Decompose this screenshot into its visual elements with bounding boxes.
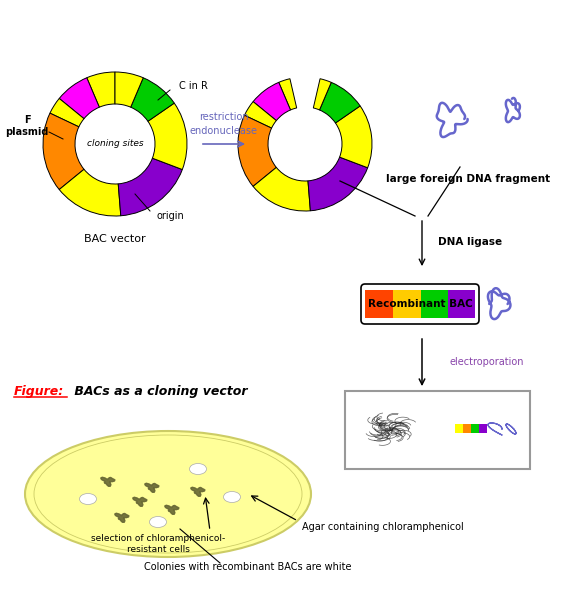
Wedge shape xyxy=(308,157,368,211)
Text: BAC vector: BAC vector xyxy=(84,234,146,244)
Wedge shape xyxy=(59,170,121,216)
Ellipse shape xyxy=(189,464,206,474)
Bar xyxy=(365,290,393,318)
Wedge shape xyxy=(244,102,276,128)
Wedge shape xyxy=(238,115,276,186)
Wedge shape xyxy=(253,82,290,120)
Wedge shape xyxy=(50,98,84,127)
Bar xyxy=(421,290,448,318)
Wedge shape xyxy=(148,103,187,170)
Wedge shape xyxy=(87,72,115,107)
Wedge shape xyxy=(319,82,360,123)
Polygon shape xyxy=(115,513,129,522)
Polygon shape xyxy=(165,506,179,515)
Polygon shape xyxy=(145,483,159,492)
Bar xyxy=(393,290,421,318)
Text: DNA ligase: DNA ligase xyxy=(438,237,502,247)
Polygon shape xyxy=(101,477,115,486)
Text: Figure:: Figure: xyxy=(14,385,64,398)
Bar xyxy=(479,424,487,433)
Text: cloning sites: cloning sites xyxy=(87,140,143,149)
Ellipse shape xyxy=(149,516,167,528)
Bar xyxy=(345,391,530,469)
Bar xyxy=(455,424,463,433)
Wedge shape xyxy=(253,167,310,211)
Polygon shape xyxy=(191,487,205,497)
Text: origin: origin xyxy=(156,211,184,221)
Text: BACs as a cloning vector: BACs as a cloning vector xyxy=(70,385,248,398)
Bar xyxy=(463,424,471,433)
Polygon shape xyxy=(133,497,147,506)
Wedge shape xyxy=(279,78,297,110)
Text: Colonies with recombinant BACs are white: Colonies with recombinant BACs are white xyxy=(144,562,352,572)
Wedge shape xyxy=(118,158,182,216)
Text: Agar containing chloramphenicol: Agar containing chloramphenicol xyxy=(302,522,463,532)
Wedge shape xyxy=(59,78,99,119)
Text: restriction: restriction xyxy=(199,112,249,122)
Wedge shape xyxy=(115,72,143,107)
Text: endonuclease: endonuclease xyxy=(190,126,258,136)
Text: electroporation: electroporation xyxy=(450,357,525,367)
Ellipse shape xyxy=(25,431,311,557)
Text: C in R: C in R xyxy=(178,81,208,91)
Wedge shape xyxy=(335,106,372,168)
Text: large foreign DNA fragment: large foreign DNA fragment xyxy=(386,174,550,184)
Wedge shape xyxy=(43,113,84,189)
Text: F
plasmid: F plasmid xyxy=(5,115,49,137)
Wedge shape xyxy=(131,78,174,121)
Bar xyxy=(471,424,479,433)
Ellipse shape xyxy=(223,492,241,503)
Ellipse shape xyxy=(79,494,97,504)
Text: Recombinant BAC: Recombinant BAC xyxy=(368,299,472,309)
Wedge shape xyxy=(313,78,331,110)
Bar xyxy=(448,290,475,318)
Text: selection of chloramphenicol-
resistant cells: selection of chloramphenicol- resistant … xyxy=(91,534,225,553)
